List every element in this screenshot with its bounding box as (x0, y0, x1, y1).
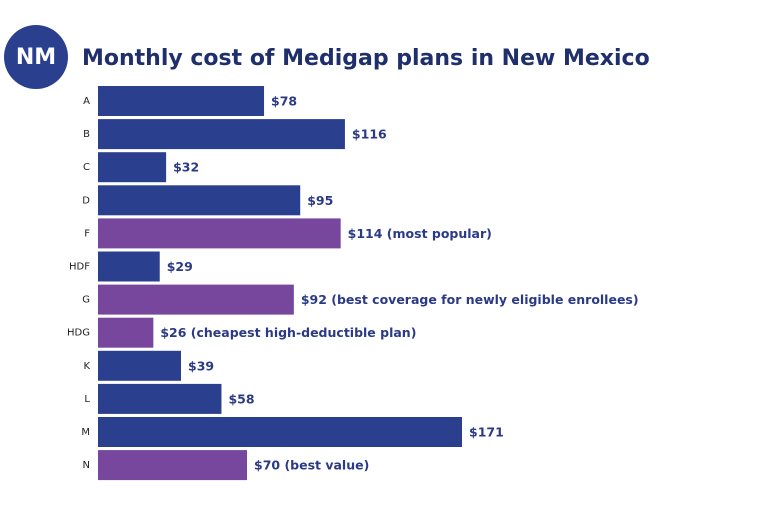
value-label: $171 (469, 425, 504, 440)
category-label: M (81, 427, 90, 438)
category-label: HDG (67, 328, 90, 339)
bar (98, 417, 462, 447)
value-label: $95 (307, 193, 333, 208)
value-label: $116 (352, 127, 387, 142)
chart-title: Monthly cost of Medigap plans in New Mex… (82, 46, 650, 71)
value-label: $39 (188, 358, 214, 373)
bar (98, 383, 222, 414)
value-label: $114 (most popular) (348, 226, 492, 241)
bar (98, 218, 341, 249)
value-label: $26 (cheapest high-deductible plan) (160, 325, 416, 340)
bar (98, 86, 265, 116)
category-label: G (82, 295, 90, 306)
bar (98, 119, 345, 150)
value-label: $92 (best coverage for newly eligible en… (301, 292, 639, 307)
category-label: L (84, 394, 90, 405)
bar (98, 185, 301, 216)
bar (98, 251, 160, 282)
bar (98, 450, 248, 481)
category-label: N (83, 460, 90, 471)
category-label: C (83, 162, 90, 173)
value-label: $29 (167, 259, 193, 274)
category-label: F (84, 228, 90, 239)
category-label: D (82, 195, 90, 206)
value-label: $70 (best value) (254, 458, 369, 473)
badge-circle (4, 25, 68, 89)
bar (98, 284, 294, 315)
bar (98, 317, 154, 348)
category-label: A (83, 96, 90, 107)
value-label: $32 (173, 160, 199, 175)
category-label: K (83, 361, 90, 372)
value-label: $58 (228, 391, 254, 406)
category-label: HDF (69, 262, 90, 273)
bar (98, 350, 182, 381)
badge: NM (16, 45, 56, 70)
value-label: $78 (271, 94, 297, 109)
category-label: B (83, 129, 90, 140)
bar (98, 152, 167, 183)
